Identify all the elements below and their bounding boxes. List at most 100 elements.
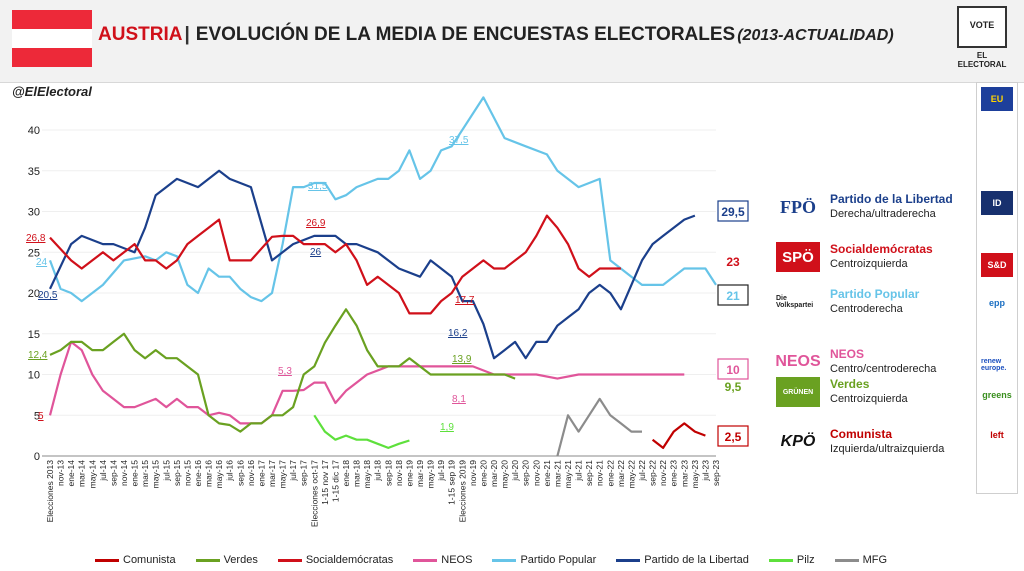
x-tick-label: sep-22 [648,460,658,486]
vote-logo-text: VOTE [969,20,995,30]
x-tick-label: nov-19 [468,460,478,486]
end-label-box [717,358,749,380]
party-logo: NEOS [775,353,821,370]
y-tick-label: 0 [34,451,40,463]
annotation-label: 16,2 [448,328,468,339]
legend-item: Socialdemócratas [277,552,394,568]
party-orientation: Centro/centroderecha [830,363,937,375]
x-tick-label: mar-17 [267,460,277,487]
x-tick-label: Elecciones 2013 [45,460,55,523]
party-entry: FPÖ Partido de la Libertad Derecha/ultrade… [770,190,970,230]
x-tick-label: sep-18 [383,460,393,486]
x-tick-label: 1-15 dic 17 [330,460,340,502]
flag-stripe-middle [12,29,92,48]
annotation-label: 8,1 [452,394,466,405]
legend-swatch [277,558,302,562]
legend-swatch [616,558,641,562]
end-label: 10 [726,363,740,377]
legend-swatch [492,558,517,562]
party-entry: GRÜNEN Verdes Centroizquierda [770,375,970,415]
end-label: 23 [726,255,740,269]
party-name: NEOS [830,347,865,361]
legend-item: Partido de la Libertad [616,552,749,568]
y-tick-label: 5 [34,410,40,422]
x-tick-label: may-22 [626,460,636,489]
austria-flag [12,10,92,67]
end-label-box [717,200,749,222]
legend-item: Pilz [768,552,815,568]
y-tick-label: 20 [28,288,40,300]
legend-swatch [768,558,793,562]
x-tick-label: may-20 [500,460,510,489]
x-tick-label: jul-22 [637,460,647,482]
x-tick-label: jul-14 [98,460,108,482]
x-tick-label: sep-20 [521,460,531,486]
x-tick-label: jul-17 [288,460,298,482]
annotation-label: 26,8 [26,233,46,244]
x-tick-label: may-23 [690,460,700,489]
legend-label: Partido de la Libertad [644,554,749,566]
end-label: 29,5 [721,205,745,219]
x-tick-label: ene-19 [404,460,414,487]
annotation-label: 31,5 [308,181,328,192]
legend-label: Socialdemócratas [305,554,394,566]
party-orientation: Derecha/ultraderecha [830,208,936,220]
x-tick-label: ene-15 [130,460,140,487]
x-tick-label: sep-17 [299,460,309,486]
x-tick-label: sep-23 [711,460,721,486]
x-tick-label: jul-15 [161,460,171,482]
x-tick-label: jul-19 [436,460,446,482]
y-tick-label: 25 [28,247,40,259]
x-tick-label: 1-15 nov 17 [320,460,330,505]
legend-item: Partido Popular [492,552,596,568]
series-line-neos [48,340,685,425]
series-line-socialdemócratas [49,214,621,315]
x-tick-label: may-21 [563,460,573,489]
x-tick-label: nov-20 [531,460,541,486]
x-tick-label: mar-20 [489,460,499,487]
annotation-label: 13,9 [452,354,472,365]
legend-label: NEOS [441,554,473,566]
y-tick-label: 10 [28,370,40,382]
x-tick-label: nov-15 [182,460,192,486]
party-entry: NEOS NEOS Centro/centroderecha [770,345,970,385]
legend-swatch [195,558,220,562]
x-tick-label: jul-16 [225,460,235,482]
header: AUSTRIA | EVOLUCIÓN DE LA MEDIA DE ENCUEST… [0,0,1024,83]
x-tick-label: mar-14 [77,460,87,487]
party-orientation: Centroizquierda [830,258,908,270]
group-logo: ID [981,191,1013,215]
series-line-verdes [49,308,516,433]
ballot-box-icon: VOTE [957,6,1007,48]
x-tick-label: ene-23 [669,460,679,487]
x-tick-label: may-18 [362,460,372,489]
x-tick-label: Elecciones 2019 [457,460,467,523]
y-tick-label: 30 [28,207,40,219]
x-tick-label: jul-21 [574,460,584,482]
title-country: AUSTRIA [98,24,183,45]
party-name: Comunista [830,427,893,441]
party-logo: Die Volkspartei [776,295,814,309]
series-line-partido-de-la-libertad [49,169,696,360]
legend-label: MFG [862,554,888,566]
flag-stripe-top [12,10,92,29]
x-tick-label: jul-23 [700,460,710,482]
group-logo: left [990,430,1004,440]
x-tick-label: sep-21 [584,460,594,486]
legend-item: Comunista [95,552,176,568]
vote-logo-label: EL ELECTORAL [957,51,1007,69]
legend-swatch [834,558,859,562]
annotation-label: 12,4 [28,350,48,361]
end-label: 21 [726,289,740,303]
x-tick-label: nov-22 [658,460,668,486]
annotation-label: 5 [38,411,44,422]
x-tick-label: mar-21 [552,460,562,487]
party-logo: FPÖ [780,196,816,217]
group-logo: greens [982,390,1012,400]
party-orientation: Izquierda/ultraizquierda [830,443,945,455]
party-name: Partido de la Libertad [830,192,953,206]
series-line-comunista [651,422,706,449]
x-tick-label: may-14 [87,460,97,489]
group-logo: S&D [981,253,1013,277]
